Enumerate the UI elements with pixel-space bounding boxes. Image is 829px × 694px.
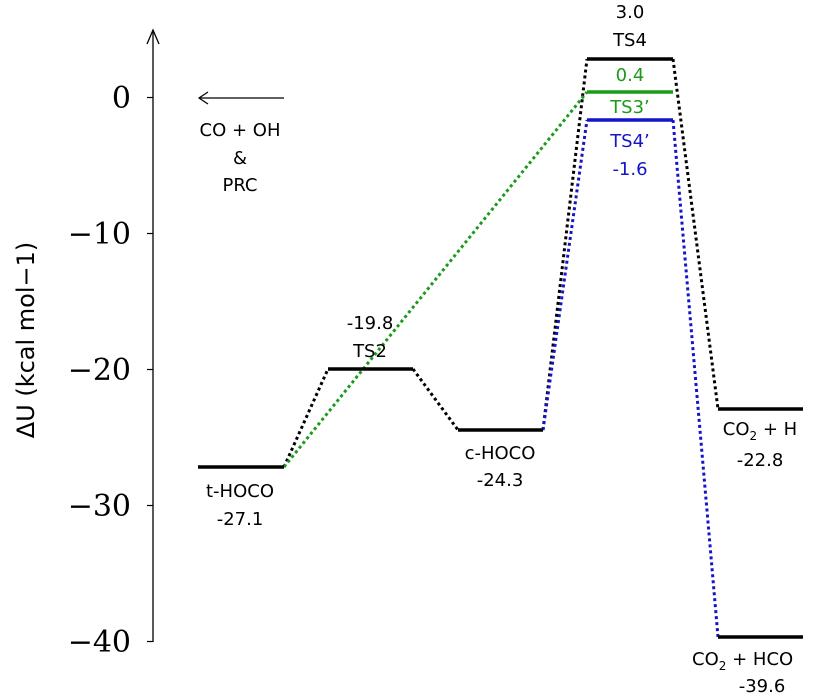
ts4-name: TS4: [612, 30, 647, 51]
choco-energy: -24.3: [477, 470, 524, 491]
co2h-energy: -22.8: [737, 450, 784, 471]
reactant-label-line1: CO + OH: [200, 120, 281, 141]
co2h-name: CO2 + H: [723, 419, 797, 443]
choco-name: c-HOCO: [465, 443, 536, 464]
connector-thoco-ts3p: [282, 91, 589, 468]
connector-ts4p-co2hco: [671, 119, 720, 638]
y-axis-title: ΔU (kcal mol−1): [12, 242, 40, 439]
connector-choco-ts4p: [541, 119, 589, 431]
energy-levels: [198, 57, 803, 639]
ts4-energy: 3.0: [616, 2, 645, 23]
tick-label-minus20: −20: [68, 353, 131, 388]
connector-ts2-choco: [411, 368, 460, 431]
ts2-name: TS2: [352, 341, 387, 362]
level-labels: t-HOCO -27.1 -19.8 TS2 c-HOCO -24.3 3.0 …: [206, 2, 797, 694]
thoco-energy: -27.1: [217, 509, 264, 530]
ts4p-name: TS4’: [609, 131, 650, 152]
co2hco-name: CO2 + HCO: [692, 649, 793, 673]
connector-ts4-co2h: [671, 58, 720, 410]
reactant-label-line2: &: [233, 148, 247, 169]
ts4p-energy: -1.6: [612, 159, 647, 180]
y-tick-labels: 0 −10 −20 −30 −40: [68, 81, 131, 660]
reactant-arrowhead: [197, 91, 209, 105]
y-axis-ticks: [147, 96, 153, 643]
tick-label-minus10: −10: [68, 217, 131, 252]
ts3p-energy: 0.4: [616, 65, 645, 86]
tick-label-minus40: −40: [68, 625, 131, 660]
ts3p-name: TS3’: [609, 97, 650, 118]
connectors: [282, 58, 720, 638]
co2hco-energy: -39.6: [739, 676, 786, 694]
connector-thoco-ts2: [282, 368, 330, 468]
reactant-label-line3: PRC: [222, 175, 257, 196]
thoco-name: t-HOCO: [206, 481, 274, 502]
y-axis-arrowhead: [146, 28, 160, 45]
tick-label-minus30: −30: [68, 489, 131, 524]
tick-label-0: 0: [112, 81, 131, 116]
reactant-group: CO + OH & PRC: [197, 91, 284, 196]
ts2-energy: -19.8: [347, 313, 394, 334]
